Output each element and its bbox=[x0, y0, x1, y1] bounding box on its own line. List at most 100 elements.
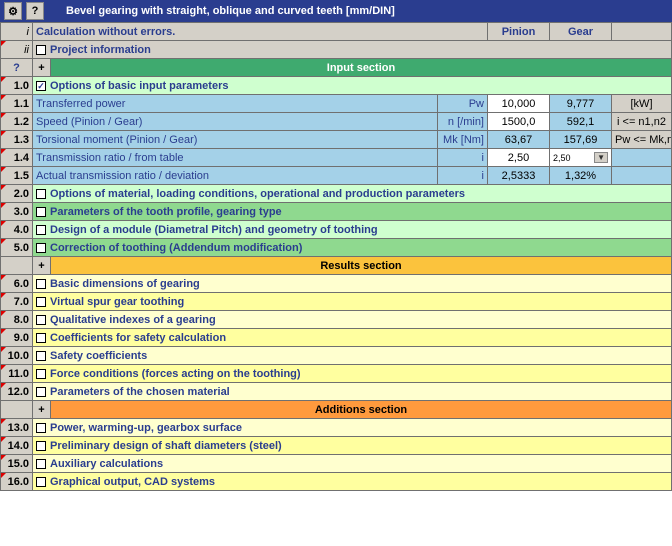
checkbox-icon[interactable] bbox=[36, 243, 46, 253]
row-index: 2.0 bbox=[1, 185, 33, 203]
input-ratio[interactable]: 2,50 bbox=[488, 149, 550, 167]
value-speed-gear: 592,1 bbox=[550, 113, 612, 131]
section-13-0[interactable]: Power, warming-up, gearbox surface bbox=[33, 419, 672, 437]
section-7-0[interactable]: Virtual spur gear toothing bbox=[33, 293, 672, 311]
checkbox-icon[interactable]: ✓ bbox=[36, 81, 46, 91]
section-6-0[interactable]: Basic dimensions of gearing bbox=[33, 275, 672, 293]
symbol: Mk [Nm] bbox=[437, 131, 487, 149]
checkbox-icon[interactable] bbox=[36, 315, 46, 325]
value-mk-gear: 157,69 bbox=[550, 131, 612, 149]
blank-cell bbox=[612, 23, 672, 41]
section-4-0[interactable]: Design of a module (Diametral Pitch) and… bbox=[33, 221, 672, 239]
row-index: 15.0 bbox=[1, 455, 33, 473]
row-index: 3.0 bbox=[1, 203, 33, 221]
row-index: ii bbox=[1, 41, 33, 59]
section-8-0[interactable]: Qualitative indexes of a gearing bbox=[33, 311, 672, 329]
expand-button[interactable]: + bbox=[33, 59, 51, 77]
label-speed: Speed (Pinion / Gear) bbox=[33, 113, 438, 131]
value-power-gear: 9,777 bbox=[550, 95, 612, 113]
value-actual-ratio: 2,5333 bbox=[488, 167, 550, 185]
help-button[interactable]: ? bbox=[1, 59, 33, 77]
value-mk-pinion: 63,67 bbox=[488, 131, 550, 149]
calc-status: Calculation without errors. bbox=[33, 23, 488, 41]
section-header-input: Input section bbox=[51, 59, 672, 77]
section-15-0[interactable]: Auxiliary calculations bbox=[33, 455, 672, 473]
section-10-0[interactable]: Safety coefficients bbox=[33, 347, 672, 365]
section-9-0[interactable]: Coefficients for safety calculation bbox=[33, 329, 672, 347]
spreadsheet: i Calculation without errors. Pinion Gea… bbox=[0, 22, 672, 491]
checkbox-icon[interactable] bbox=[36, 189, 46, 199]
row-index: 1.3 bbox=[1, 131, 33, 149]
row-index: 11.0 bbox=[1, 365, 33, 383]
label-torsion: Torsional moment (Pinion / Gear) bbox=[33, 131, 438, 149]
title-bar: ⚙ ? Bevel gearing with straight, oblique… bbox=[0, 0, 672, 22]
row-index: i bbox=[1, 23, 33, 41]
row-index: 10.0 bbox=[1, 347, 33, 365]
section-1-0[interactable]: ✓Options of basic input parameters bbox=[33, 77, 672, 95]
section-16-0[interactable]: Graphical output, CAD systems bbox=[33, 473, 672, 491]
row-index: 5.0 bbox=[1, 239, 33, 257]
project-info[interactable]: Project information bbox=[33, 41, 672, 59]
blank-cell bbox=[1, 257, 33, 275]
symbol: i bbox=[437, 149, 487, 167]
checkbox-icon[interactable] bbox=[36, 423, 46, 433]
checkbox-icon[interactable] bbox=[36, 441, 46, 451]
expand-button[interactable]: + bbox=[33, 401, 51, 419]
symbol: Pw bbox=[437, 95, 487, 113]
row-index: 7.0 bbox=[1, 293, 33, 311]
row-index: 9.0 bbox=[1, 329, 33, 347]
checkbox-icon[interactable] bbox=[36, 297, 46, 307]
section-12-0[interactable]: Parameters of the chosen material bbox=[33, 383, 672, 401]
row-index: 4.0 bbox=[1, 221, 33, 239]
symbol: i bbox=[437, 167, 487, 185]
label-ratio: Transmission ratio / from table bbox=[33, 149, 438, 167]
gear-icon[interactable]: ⚙ bbox=[4, 2, 22, 20]
section-14-0[interactable]: Preliminary design of shaft diameters (s… bbox=[33, 437, 672, 455]
checkbox-icon[interactable] bbox=[36, 333, 46, 343]
page-title: Bevel gearing with straight, oblique and… bbox=[66, 5, 395, 17]
col-header-pinion: Pinion bbox=[488, 23, 550, 41]
checkbox-icon[interactable] bbox=[36, 369, 46, 379]
row-index: 12.0 bbox=[1, 383, 33, 401]
row-index: 13.0 bbox=[1, 419, 33, 437]
row-index: 1.4 bbox=[1, 149, 33, 167]
row-index: 1.5 bbox=[1, 167, 33, 185]
blank-cell bbox=[1, 401, 33, 419]
row-index: 1.2 bbox=[1, 113, 33, 131]
section-2-0[interactable]: Options of material, loading conditions,… bbox=[33, 185, 672, 203]
col-header-gear: Gear bbox=[550, 23, 612, 41]
section-header-results: Results section bbox=[51, 257, 672, 275]
section-header-additions: Additions section bbox=[51, 401, 672, 419]
blank-cell bbox=[612, 167, 672, 185]
row-index: 16.0 bbox=[1, 473, 33, 491]
input-speed-pinion[interactable]: 1500,0 bbox=[488, 113, 550, 131]
checkbox-icon[interactable] bbox=[36, 225, 46, 235]
value-deviation: 1,32% bbox=[550, 167, 612, 185]
checkbox-icon[interactable] bbox=[36, 207, 46, 217]
row-index: 6.0 bbox=[1, 275, 33, 293]
row-index: 1.0 bbox=[1, 77, 33, 95]
chevron-down-icon[interactable]: ▼ bbox=[594, 152, 608, 163]
checkbox-icon[interactable] bbox=[36, 387, 46, 397]
dropdown-ratio-table[interactable]: 2,50▼ bbox=[550, 149, 612, 167]
input-power-pinion[interactable]: 10,000 bbox=[488, 95, 550, 113]
checkbox-icon[interactable] bbox=[36, 459, 46, 469]
checkbox-icon[interactable] bbox=[36, 477, 46, 487]
checkbox-icon[interactable] bbox=[36, 351, 46, 361]
row-index: 1.1 bbox=[1, 95, 33, 113]
note-pw-mk: Pw <= Mk,n bbox=[612, 131, 672, 149]
expand-button[interactable]: + bbox=[33, 257, 51, 275]
row-index: 8.0 bbox=[1, 311, 33, 329]
row-index: 14.0 bbox=[1, 437, 33, 455]
blank-cell bbox=[612, 149, 672, 167]
label-power: Transferred power bbox=[33, 95, 438, 113]
label-actual-ratio: Actual transmission ratio / deviation bbox=[33, 167, 438, 185]
section-5-0[interactable]: Correction of toothing (Addendum modific… bbox=[33, 239, 672, 257]
checkbox-icon[interactable] bbox=[36, 45, 46, 55]
section-3-0[interactable]: Parameters of the tooth profile, gearing… bbox=[33, 203, 672, 221]
help-icon[interactable]: ? bbox=[26, 2, 44, 20]
section-11-0[interactable]: Force conditions (forces acting on the t… bbox=[33, 365, 672, 383]
checkbox-icon[interactable] bbox=[36, 279, 46, 289]
symbol: n [/min] bbox=[437, 113, 487, 131]
note-i-n: i <= n1,n2 bbox=[612, 113, 672, 131]
